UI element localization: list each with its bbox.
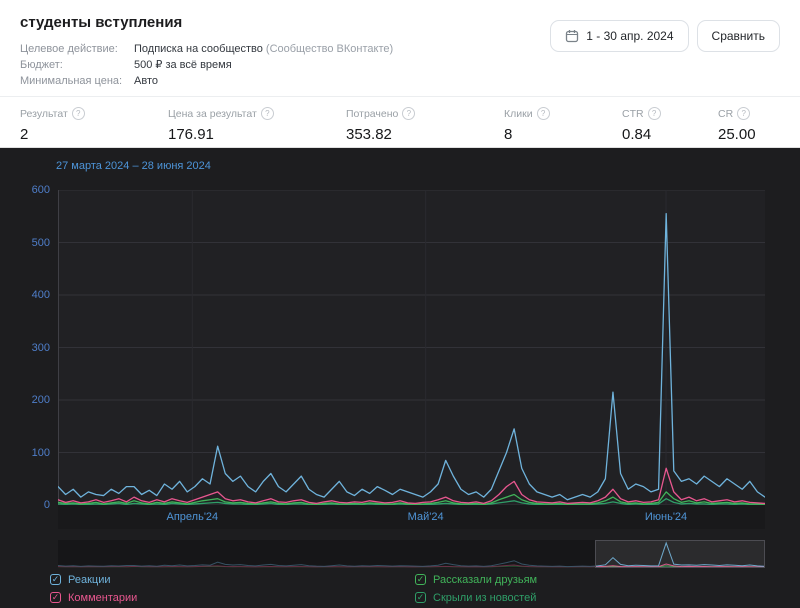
legend-label: Реакции	[68, 573, 111, 586]
legend-item[interactable]: ✓ Скрыли из новостей	[415, 590, 537, 605]
field-label: Целевое действие:	[20, 43, 118, 55]
chart-plot[interactable]	[58, 190, 765, 505]
campaign-title: студенты вступления	[20, 14, 183, 31]
stats-row: Результат? 2 Цена за результат? 176.91 П…	[0, 96, 800, 147]
help-icon[interactable]: ?	[536, 107, 550, 120]
stat-label: CTR?	[622, 107, 718, 120]
x-axis-label: Апрель'24	[166, 511, 219, 523]
field-budget: Бюджет: 500 ₽ за всё время	[20, 57, 393, 73]
legend-checkbox-icon[interactable]: ✓	[50, 592, 61, 603]
field-target-action: Целевое действие: Подписка на сообщество…	[20, 41, 393, 57]
field-value-main: Подписка на сообщество	[134, 43, 263, 55]
legend-checkbox-icon[interactable]: ✓	[415, 574, 426, 585]
legend-item[interactable]: ✓ Комментарии	[50, 590, 137, 605]
date-range-label: 1 - 30 апр. 2024	[586, 29, 674, 43]
stat-label-text: Клики	[504, 107, 533, 120]
legend-label: Скрыли из новостей	[433, 591, 537, 604]
stat-label: Потрачено?	[346, 107, 504, 120]
field-value: Авто	[134, 75, 158, 87]
y-tick-label: 100	[31, 446, 50, 459]
x-axis-label: Июнь'24	[644, 511, 688, 523]
stat-spent: Потрачено? 353.82	[346, 107, 504, 147]
legend-item[interactable]: ✓ Реакции	[50, 572, 137, 587]
help-icon[interactable]: ?	[260, 107, 274, 120]
x-axis-label: Май'24	[407, 511, 444, 523]
field-value: 500 ₽ за всё время	[134, 59, 232, 71]
navigator-selection-handle[interactable]	[595, 540, 765, 568]
chart-navigator[interactable]	[58, 540, 765, 568]
stat-value: 25.00	[718, 126, 756, 143]
compare-button[interactable]: Сравнить	[696, 20, 780, 52]
field-value-suffix: (Сообщество ВКонтакте)	[262, 43, 394, 55]
y-tick-label: 400	[31, 289, 50, 301]
y-tick-label: 0	[43, 499, 50, 511]
stat-value: 0.84	[622, 126, 652, 143]
chart-section: 27 марта 2024 – 28 июня 2024 Апрель'24 Ма…	[0, 148, 800, 604]
legend-item[interactable]: ✓ Рассказали друзьям	[415, 572, 537, 587]
stat-label: Клики?	[504, 107, 622, 120]
field-label: Бюджет:	[20, 59, 63, 71]
stat-ctr: CTR? 0.84	[622, 107, 718, 147]
stat-label: CR?	[718, 107, 780, 120]
campaign-card: студенты вступления Целевое действие: По…	[0, 0, 800, 148]
help-icon[interactable]: ?	[737, 107, 751, 120]
calendar-icon	[565, 29, 579, 43]
navigator-dimmed-region	[58, 540, 596, 568]
y-tick-label: 200	[31, 394, 50, 406]
legend-label: Комментарии	[68, 591, 138, 604]
legend-checkbox-icon[interactable]: ✓	[50, 574, 61, 585]
header-actions: 1 - 30 апр. 2024 Сравнить	[550, 14, 780, 89]
help-icon[interactable]: ?	[71, 107, 85, 120]
stat-label: Результат?	[20, 107, 168, 120]
stat-result: Результат? 2	[20, 107, 168, 147]
stat-label-text: Потрачено	[346, 107, 399, 120]
field-min-price: Минимальная цена: Авто	[20, 73, 393, 89]
date-range-button[interactable]: 1 - 30 апр. 2024	[550, 20, 689, 52]
legend-column: ✓ Рассказали друзьям ✓ Скрыли из новостей	[415, 572, 537, 608]
chart-svg	[58, 190, 765, 505]
stat-label: Цена за результат?	[168, 107, 346, 120]
stat-label-text: CTR	[622, 107, 644, 120]
field-label: Минимальная цена:	[20, 75, 123, 87]
legend-checkbox-icon[interactable]: ✓	[415, 592, 426, 603]
help-icon[interactable]: ?	[402, 107, 416, 120]
stat-value: 8	[504, 126, 513, 143]
y-tick-label: 500	[31, 236, 50, 249]
legend-column: ✓ Реакции ✓ Комментарии	[50, 572, 137, 608]
campaign-info: студенты вступления Целевое действие: По…	[20, 14, 393, 89]
chart-x-axis: Апрель'24 Май'24 Июнь'24	[58, 505, 765, 529]
stat-cr: CR? 25.00	[718, 107, 780, 147]
y-tick-label: 300	[31, 341, 50, 354]
stat-value: 2	[20, 126, 29, 143]
stat-clicks: Клики? 8	[504, 107, 622, 147]
stat-cost-per-result: Цена за результат? 176.91	[168, 107, 346, 147]
help-icon[interactable]: ?	[647, 107, 661, 120]
stat-value: 176.91	[168, 126, 214, 143]
chart-legend: ✓ Реакции ✓ Комментарии ✓ Рассказали друзьям ✓…	[50, 572, 780, 604]
field-value: Подписка на сообщество (Сообщество ВКонт…	[134, 41, 393, 57]
y-tick-label: 600	[31, 184, 50, 196]
stat-label-text: Цена за результат	[168, 107, 257, 120]
stat-value: 353.82	[346, 126, 392, 143]
legend-label: Рассказали друзьям	[433, 573, 538, 586]
chart-date-range[interactable]: 27 марта 2024 – 28 июня 2024	[56, 160, 211, 172]
stat-label-text: CR	[718, 107, 734, 120]
stat-label-text: Результат	[20, 107, 68, 120]
